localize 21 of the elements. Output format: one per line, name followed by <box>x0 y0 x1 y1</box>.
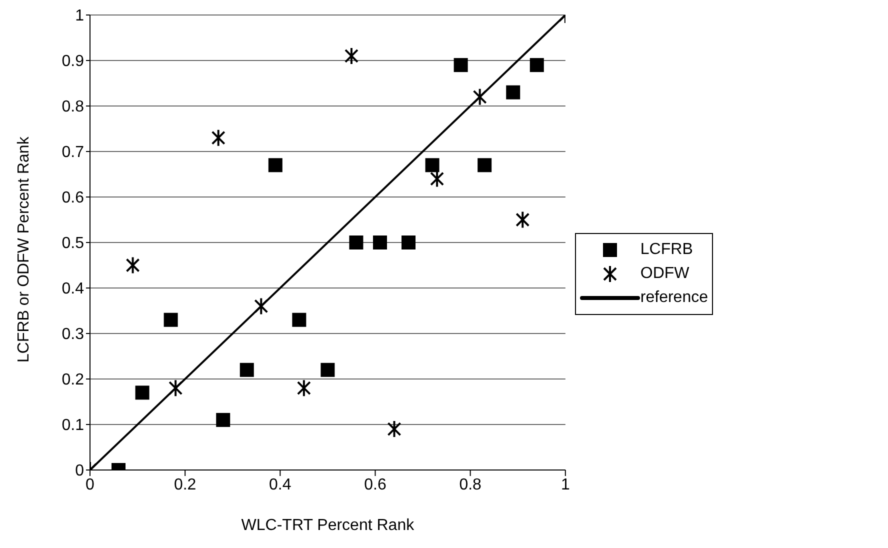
y-tick-label: 0.7 <box>62 144 84 162</box>
y-tick-label: 0.9 <box>62 53 84 70</box>
x-tick-label: 0.6 <box>364 476 386 494</box>
legend-label: ODFW <box>640 265 690 283</box>
y-tick-label: 0.2 <box>62 372 84 389</box>
y-tick-label: 0.1 <box>62 417 84 434</box>
y-tick-label: 0.4 <box>62 280 84 298</box>
x-tick-label: 0.4 <box>269 476 292 494</box>
x-tick-label: 0.8 <box>459 476 482 494</box>
y-tick-label: 0.5 <box>62 235 84 252</box>
y-axis-title: LCFRB or ODFW Percent Rank <box>16 136 33 362</box>
y-tick-label: 0 <box>75 462 84 480</box>
y-tick-label: 1 <box>75 8 84 25</box>
y-tick-label: 0.3 <box>62 326 84 344</box>
x-tick-label: 0.2 <box>174 476 196 494</box>
x-tick-label: 1 <box>560 476 570 494</box>
x-axis-title: WLC-TRT Percent Rank <box>241 517 416 534</box>
y-tick-label: 0.8 <box>62 98 84 116</box>
legend-label: LCFRB <box>640 241 693 259</box>
y-tick-label: 0.6 <box>62 190 84 207</box>
legend-label: reference <box>640 289 708 307</box>
